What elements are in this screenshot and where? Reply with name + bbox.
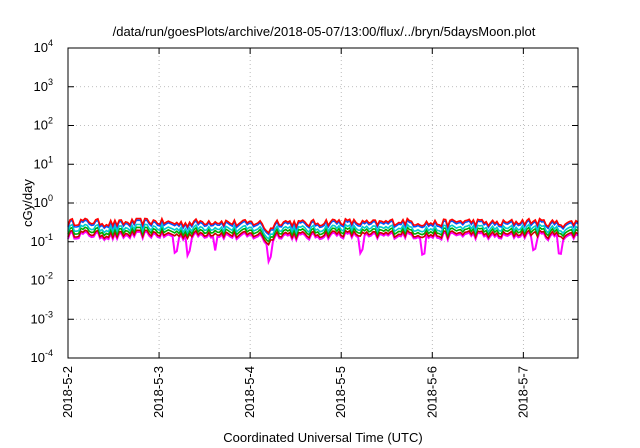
- x-tick-label: 2018-5-6: [424, 366, 439, 418]
- x-tick-label: 2018-5-7: [515, 366, 530, 418]
- y-tick-label: 101: [34, 154, 53, 171]
- y-tick-label: 10-3: [31, 309, 53, 326]
- x-tick-label: 2018-5-4: [242, 366, 257, 418]
- y-tick-label: 102: [34, 116, 53, 133]
- series-line: [67, 225, 579, 244]
- x-axis: 2018-5-2 2018-5-3 2018-5-4 2018-5-5 2018-5-6…: [60, 48, 530, 418]
- y-tick-label: 10-4: [31, 348, 53, 365]
- y-tick-label: 100: [34, 193, 53, 210]
- series-group: [67, 216, 579, 266]
- series-line: [67, 222, 579, 241]
- grid: [68, 48, 578, 358]
- series-line: [67, 228, 579, 246]
- x-tick-label: 2018-5-2: [60, 366, 75, 418]
- y-tick-label: 104: [34, 38, 53, 55]
- y-axis: 10-4 10-3 10-2 10-1 100 101 102 103 104: [31, 38, 578, 365]
- x-tick-label: 2018-5-5: [333, 366, 348, 418]
- chart-title: /data/run/goesPlots/archive/2018-05-07/1…: [113, 24, 536, 39]
- y-axis-label: cGy/day: [20, 179, 35, 227]
- series-line: [67, 216, 579, 235]
- x-tick-label: 2018-5-3: [151, 366, 166, 418]
- y-tick-label: 103: [34, 77, 53, 94]
- y-tick-label: 10-1: [31, 232, 53, 249]
- y-tick-label: 10-2: [31, 271, 53, 288]
- x-axis-label: Coordinated Universal Time (UTC): [223, 430, 422, 445]
